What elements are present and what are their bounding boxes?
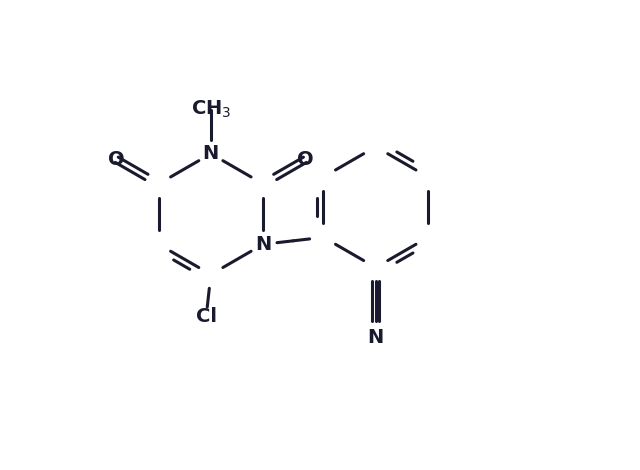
Text: Cl: Cl bbox=[196, 307, 217, 326]
Text: O: O bbox=[108, 150, 125, 169]
Text: N: N bbox=[203, 144, 219, 163]
Text: N: N bbox=[367, 328, 384, 347]
Text: N: N bbox=[255, 235, 271, 254]
Text: O: O bbox=[296, 150, 313, 169]
Text: CH$_3$: CH$_3$ bbox=[191, 99, 231, 120]
